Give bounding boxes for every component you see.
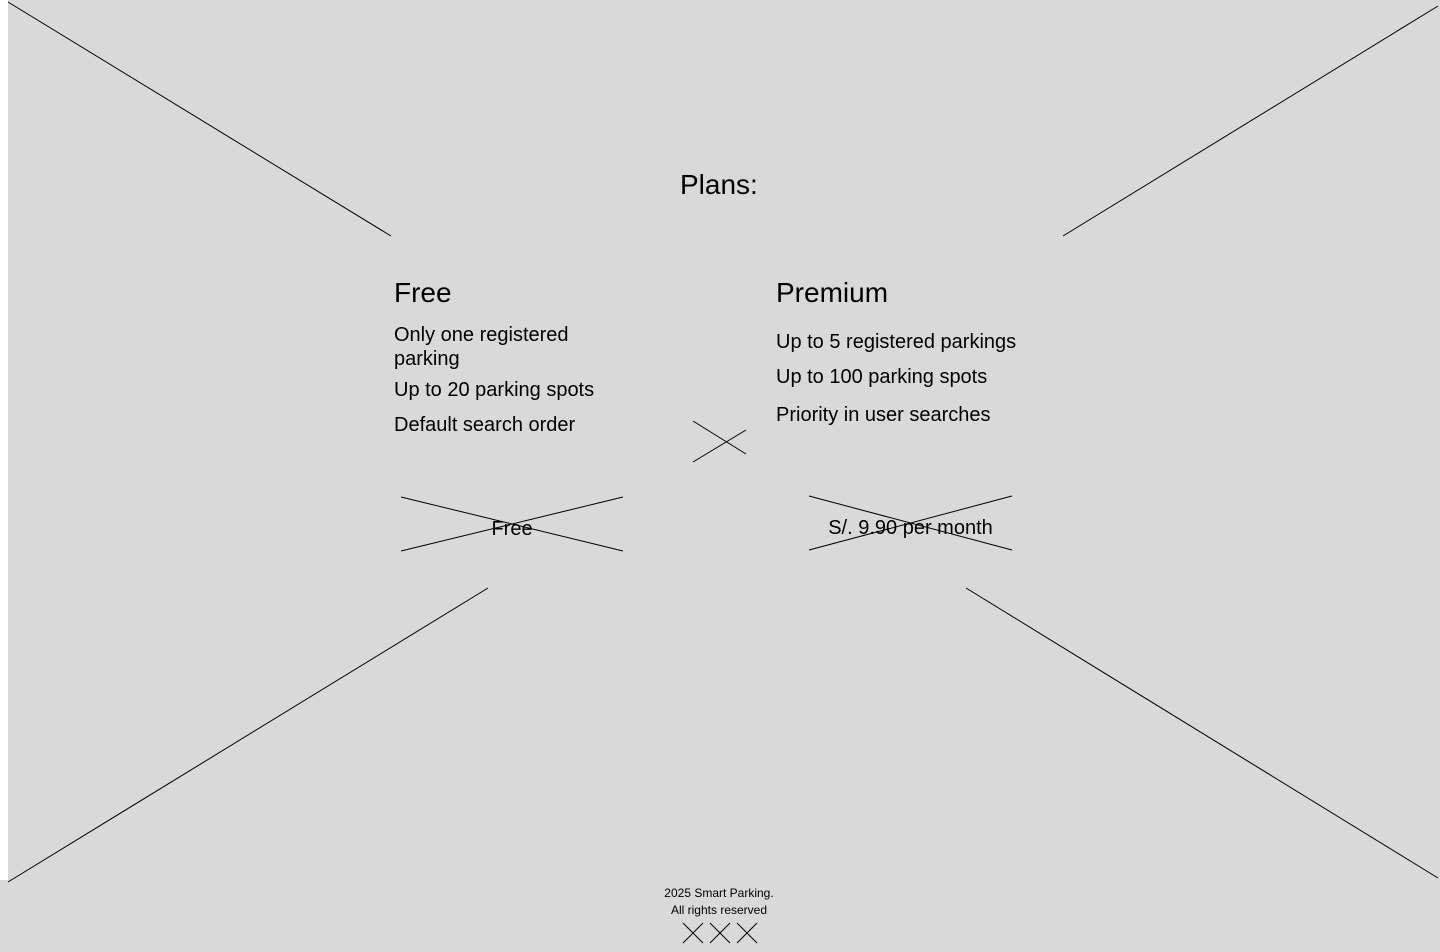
- plan-feature-free-1: Only one registered parking: [394, 324, 569, 370]
- footer-copyright: 2025 Smart Parking. All rights reserved: [619, 885, 819, 919]
- plan-feature-free-3: Default search order: [394, 414, 576, 436]
- page-title: Plans:: [680, 169, 758, 200]
- plan-name-free: Free: [394, 277, 452, 308]
- select-free-plan-label: Free: [491, 518, 533, 540]
- footer-copyright-line-1: 2025 Smart Parking.: [664, 886, 774, 900]
- plan-feature-free-2: Up to 20 parking spots: [394, 379, 595, 401]
- plan-feature-premium-2: Up to 100 parking spots: [776, 366, 988, 388]
- social-placeholder-icon[interactable]: [680, 922, 706, 944]
- background-image-placeholder: [8, 0, 1440, 880]
- social-placeholder-icon[interactable]: [707, 922, 733, 944]
- footer-copyright-line-2: All rights reserved: [670, 903, 768, 917]
- select-premium-plan-label: S/. 9.90 per month: [828, 517, 993, 539]
- plan-feature-premium-1: Up to 5 registered parkings: [776, 331, 1017, 353]
- select-premium-plan-button[interactable]: S/. 9.90 per month: [809, 496, 1012, 550]
- footer: [0, 880, 1440, 952]
- plan-feature-premium-3: Priority in user searches: [776, 404, 991, 426]
- select-free-plan-button[interactable]: Free: [401, 497, 623, 551]
- plan-name-premium: Premium: [776, 277, 889, 308]
- social-placeholder-icon[interactable]: [734, 922, 760, 944]
